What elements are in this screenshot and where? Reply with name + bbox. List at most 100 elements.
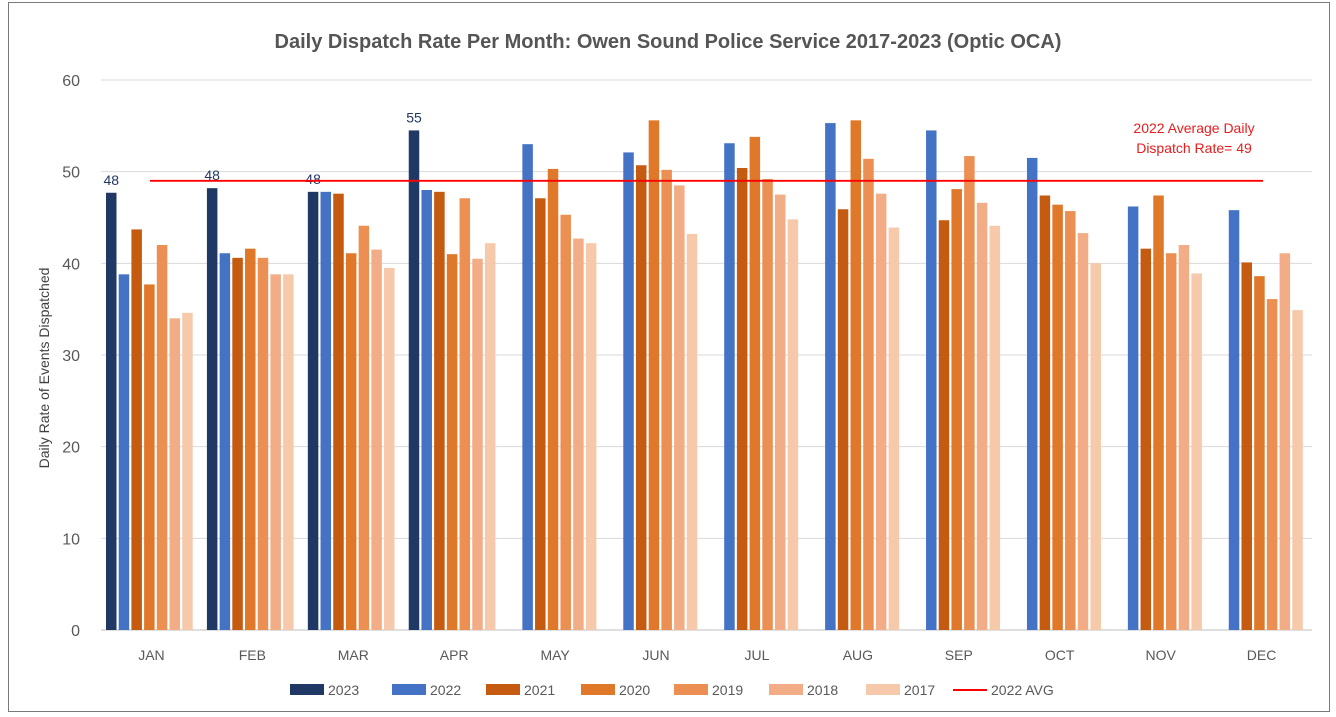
bar-2019-jun <box>661 169 672 631</box>
data-label-2023-apr: 55 <box>406 109 422 125</box>
bar-2019-nov <box>1165 253 1177 630</box>
legend-swatch-2020 <box>581 684 615 695</box>
bar-2021-jan <box>131 229 142 630</box>
bar-2020-nov <box>1153 195 1164 630</box>
x-tick-label-sep: SEP <box>945 647 973 663</box>
bar-2019-apr <box>459 198 471 630</box>
bar-2021-nov <box>1140 248 1152 630</box>
bar-2018-jan <box>169 318 180 630</box>
y-tick-label-20: 20 <box>62 440 80 457</box>
bar-2019-oct <box>1065 211 1076 631</box>
bar-2017-oct <box>1090 263 1101 630</box>
bar-2019-jul <box>762 179 773 630</box>
bar-2018-jun <box>674 185 685 630</box>
bar-2021-may <box>535 198 546 630</box>
y-tick-label-0: 0 <box>71 623 80 640</box>
bar-2018-nov <box>1178 245 1190 630</box>
bar-2019-jan <box>156 245 168 630</box>
bar-2022-apr <box>421 190 432 630</box>
x-tick-label-apr: APR <box>440 647 469 663</box>
bar-2022-sep <box>926 130 937 630</box>
bar-2018-apr <box>472 258 483 630</box>
data-label-2023-mar: 48 <box>305 171 321 187</box>
bar-2017-dec <box>1292 310 1303 630</box>
bar-2021-dec <box>1241 262 1252 630</box>
bar-2022-nov <box>1127 206 1139 630</box>
average-annotation-line-1: 2022 Average Daily <box>1133 120 1254 136</box>
x-tick-label-may: MAY <box>540 647 570 663</box>
y-tick-label-60: 60 <box>62 73 80 90</box>
bar-2023-jan <box>106 192 117 630</box>
legend-label-2020: 2020 <box>619 682 650 698</box>
y-axis-label: Daily Rate of Events Dispatched <box>36 268 52 469</box>
y-tick-label-40: 40 <box>62 256 80 273</box>
bar-2018-feb <box>270 274 281 630</box>
legend: 2023 2022 2021 2020 2019 2018 2017 2022 AVG <box>290 682 1054 698</box>
x-tick-label-oct: OCT <box>1045 647 1075 663</box>
bar-2017-jan <box>182 312 193 630</box>
bar-2018-may <box>573 238 584 631</box>
x-tick-label-aug: AUG <box>843 647 873 663</box>
bar-2023-apr <box>408 130 420 630</box>
chart-title: Daily Dispatch Rate Per Month: Owen Soun… <box>275 31 1062 53</box>
legend-swatch-2017 <box>866 684 900 695</box>
legend-label-2022: 2022 <box>430 682 461 698</box>
bar-2021-oct <box>1039 195 1051 630</box>
bar-2020-dec <box>1254 276 1265 630</box>
bar-2022-aug <box>825 123 836 630</box>
bar-2023-feb <box>206 188 218 630</box>
legend-swatch-2023 <box>290 684 324 695</box>
bar-2017-nov <box>1191 273 1202 630</box>
x-tick-label-feb: FEB <box>239 647 266 663</box>
legend-swatch-2022 <box>392 684 426 695</box>
average-line-group: 2022 Average Daily Dispatch Rate= 49 <box>150 120 1263 182</box>
bar-2018-aug <box>875 193 887 630</box>
bar-2021-jun <box>635 165 647 630</box>
legend-label-2019: 2019 <box>712 682 743 698</box>
bar-2020-sep <box>951 189 962 631</box>
bar-2020-jul <box>749 136 761 631</box>
bar-2017-sep <box>989 225 1001 630</box>
y-tick-label-50: 50 <box>62 165 80 182</box>
bar-2018-dec <box>1279 253 1291 630</box>
y-axis-ticks: 0 10 20 30 40 50 60 <box>62 73 80 640</box>
bar-2022-feb <box>219 253 231 630</box>
bar-2021-sep <box>938 220 950 630</box>
bar-2017-apr <box>484 243 496 630</box>
bar-2021-mar <box>333 193 344 630</box>
bar-2021-aug <box>837 209 849 630</box>
bar-2018-mar <box>371 249 382 631</box>
bar-2020-apr <box>446 254 458 630</box>
legend-swatch-2018 <box>769 684 803 695</box>
x-axis-ticks: JAN FEB MAR APR MAY JUN JUL AUG SEP OCT NOV DEC <box>138 647 1276 663</box>
bar-2022-may <box>522 144 533 630</box>
bar-2021-jul <box>736 168 748 630</box>
x-tick-label-nov: NOV <box>1145 647 1176 663</box>
y-tick-label-10: 10 <box>62 531 80 548</box>
bars <box>106 120 1303 631</box>
legend-swatch-2021 <box>486 684 520 695</box>
bar-2023-mar <box>307 191 319 631</box>
data-label-2023-jan: 48 <box>103 172 119 188</box>
bar-2018-jul <box>775 194 786 631</box>
bar-2022-oct <box>1026 157 1038 630</box>
data-labels: 48 48 48 55 <box>103 109 422 187</box>
legend-swatch-2019 <box>674 684 708 695</box>
bar-2020-oct <box>1052 204 1063 630</box>
bar-2022-jul <box>724 143 735 630</box>
legend-label-2022-avg: 2022 AVG <box>991 682 1054 698</box>
y-tick-label-30: 30 <box>62 348 80 365</box>
bar-2020-feb <box>245 248 256 630</box>
bar-2022-dec <box>1228 210 1240 630</box>
bar-2022-jan <box>118 274 130 630</box>
bar-2022-mar <box>320 191 332 631</box>
bar-2019-feb <box>257 257 269 630</box>
bar-2017-jul <box>787 219 799 631</box>
legend-label-2018: 2018 <box>807 682 838 698</box>
bar-2021-apr <box>434 191 445 631</box>
bar-2020-jan <box>144 284 155 630</box>
bar-2019-aug <box>863 158 874 631</box>
bar-2017-may <box>585 243 597 630</box>
x-tick-label-dec: DEC <box>1247 647 1277 663</box>
